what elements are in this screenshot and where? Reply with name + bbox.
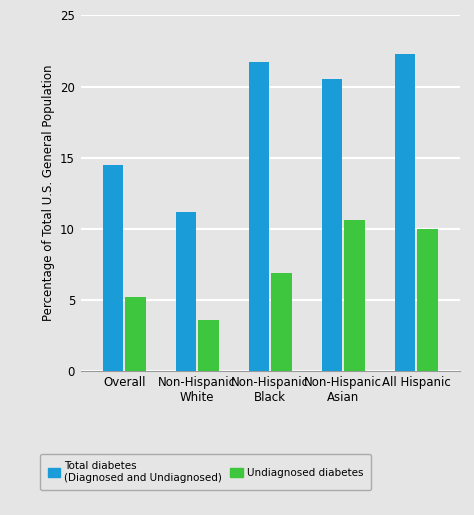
Bar [394, 54, 415, 371]
Bar [344, 220, 365, 371]
Bar [176, 212, 196, 371]
Bar [417, 229, 438, 371]
Bar [271, 273, 292, 371]
Bar [103, 165, 123, 371]
Bar [198, 320, 219, 371]
Legend: Total diabetes
(Diagnosed and Undiagnosed), Undiagnosed diabetes: Total diabetes (Diagnosed and Undiagnose… [40, 454, 371, 490]
Bar [321, 79, 342, 371]
Y-axis label: Percentage of Total U.S. General Population: Percentage of Total U.S. General Populat… [42, 65, 55, 321]
Bar [126, 297, 146, 371]
Bar [249, 62, 269, 371]
